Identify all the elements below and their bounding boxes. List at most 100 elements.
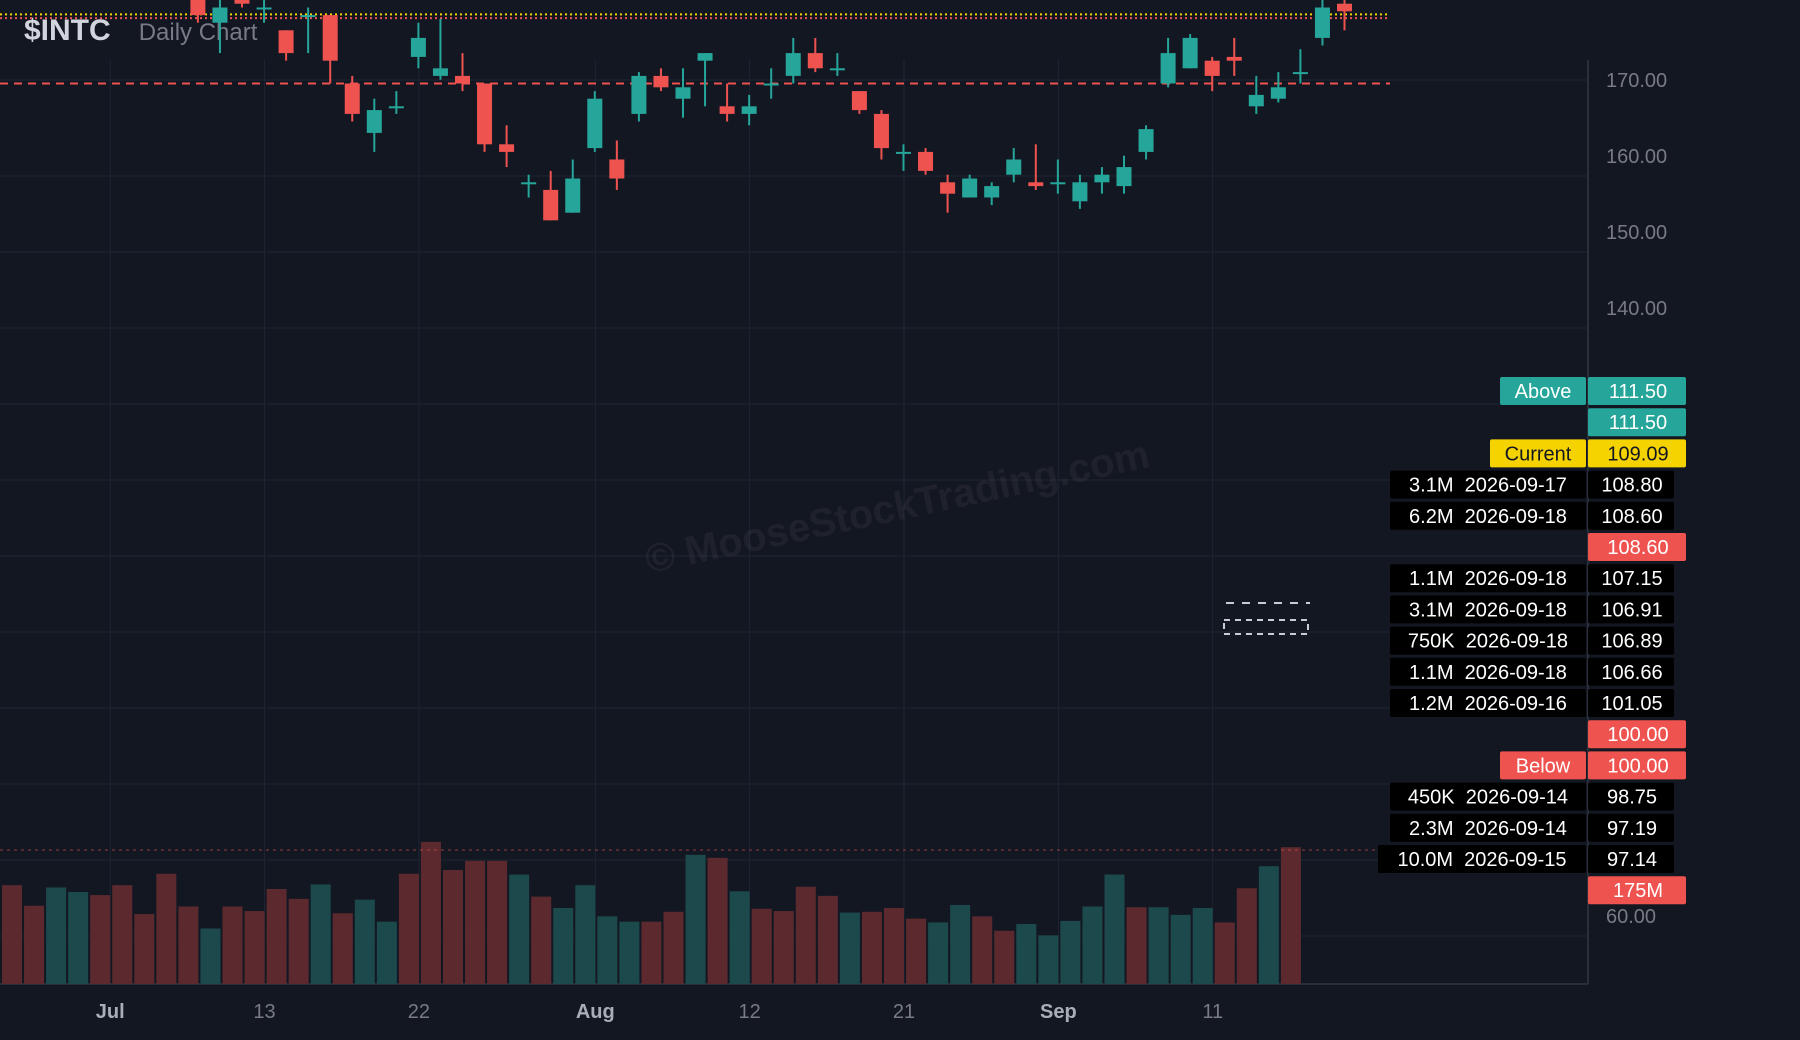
price-side-text: Current (1505, 443, 1572, 465)
candle[interactable] (1337, 0, 1352, 31)
chart-header: $INTC Daily Chart (24, 14, 257, 54)
candle-body (829, 68, 845, 71)
price-value-text: 111.50 (1609, 412, 1667, 434)
candle[interactable] (1226, 37, 1242, 76)
volume-bar (619, 921, 640, 984)
volume-bar (1192, 908, 1213, 984)
volume-bar (156, 873, 177, 984)
volume-bar (420, 841, 441, 984)
price-value-box (1588, 408, 1686, 437)
candle[interactable] (565, 159, 581, 213)
price-label-row: 97.19 2.3M 2026-09-14 (1390, 813, 1674, 842)
price-value-text: 100.00 (1607, 724, 1668, 746)
candle[interactable] (499, 125, 515, 168)
candle[interactable] (1292, 49, 1308, 84)
volume-bar (288, 898, 309, 984)
candle[interactable] (1138, 125, 1154, 160)
volume-bar (465, 860, 486, 984)
candle[interactable] (785, 37, 801, 84)
price-value-text: 97.19 (1607, 818, 1657, 840)
candle[interactable] (212, 0, 228, 54)
candle[interactable] (1182, 34, 1198, 69)
candle-body (1006, 159, 1022, 175)
candle[interactable] (1204, 56, 1220, 92)
grid (0, 60, 1588, 984)
candle[interactable] (521, 174, 537, 198)
candle[interactable] (477, 83, 493, 152)
candle[interactable] (543, 170, 559, 221)
candle[interactable] (851, 91, 867, 114)
candle[interactable] (653, 68, 669, 92)
candle[interactable] (278, 30, 294, 61)
candle[interactable] (675, 68, 691, 118)
candle-body (234, 0, 250, 4)
candle[interactable] (1028, 144, 1044, 190)
volume-bar (817, 895, 838, 984)
candle[interactable] (455, 53, 470, 92)
candle[interactable] (234, 0, 250, 8)
volume-bar (906, 918, 927, 984)
candle[interactable] (763, 68, 779, 99)
volume-bar (443, 870, 463, 984)
price-value-text: 109.09 (1607, 443, 1668, 465)
candle[interactable] (300, 7, 316, 54)
candle[interactable] (719, 83, 735, 122)
candle[interactable] (829, 53, 845, 76)
price-side-box (1390, 657, 1586, 686)
volume-bar (994, 930, 1015, 984)
candle[interactable] (741, 94, 757, 126)
volume-bar (178, 906, 199, 984)
candle-body (521, 182, 537, 185)
candle[interactable] (587, 91, 603, 152)
candle[interactable] (1270, 72, 1286, 103)
volume-bar (1016, 923, 1037, 984)
price-value-text: 98.75 (1607, 787, 1657, 809)
candle[interactable] (1248, 75, 1264, 114)
candle[interactable] (631, 72, 647, 122)
price-value-box (1588, 845, 1674, 873)
candle[interactable] (697, 53, 713, 107)
candle[interactable] (873, 110, 889, 160)
volume-bar (839, 912, 860, 984)
price-value-text: 101.05 (1601, 693, 1662, 715)
candle[interactable] (410, 22, 426, 69)
candle[interactable] (896, 144, 911, 171)
candle[interactable] (1094, 167, 1110, 194)
price-value-text: 106.91 (1601, 599, 1662, 621)
candle-body (499, 144, 515, 152)
price-value-box (1588, 501, 1674, 530)
price-value-box (1588, 782, 1674, 811)
candle[interactable] (1006, 148, 1022, 183)
candle[interactable] (984, 182, 1000, 206)
candle-body (477, 83, 493, 145)
candle[interactable] (1160, 37, 1176, 88)
candle[interactable] (256, 0, 272, 23)
volume-bar (2, 885, 22, 984)
candle[interactable] (962, 174, 978, 198)
candle[interactable] (190, 0, 206, 23)
candle-body (962, 178, 978, 198)
candle[interactable] (918, 148, 934, 175)
candle[interactable] (322, 15, 338, 84)
candle[interactable] (432, 18, 448, 80)
candle-body (1204, 60, 1220, 76)
candle[interactable] (1116, 155, 1132, 194)
price-label-row: 106.66 1.1M 2026-09-18 (1390, 657, 1674, 686)
candle[interactable] (1050, 159, 1066, 194)
volume-bar (222, 906, 243, 984)
price-side-box (1390, 782, 1586, 811)
candle[interactable] (1072, 174, 1088, 209)
candle[interactable] (388, 91, 404, 114)
candle-body (1028, 182, 1044, 187)
price-value-text: 97.14 (1607, 849, 1657, 871)
candle[interactable] (807, 37, 823, 73)
candle[interactable] (609, 140, 625, 190)
price-label-row: 107.15 1.1M 2026-09-18 (1390, 564, 1674, 593)
candle-body (1072, 182, 1088, 202)
volume-bar (487, 860, 508, 984)
candle[interactable] (344, 75, 360, 122)
candle[interactable] (1314, 0, 1330, 46)
candle[interactable] (366, 98, 382, 152)
candle[interactable] (940, 174, 956, 213)
